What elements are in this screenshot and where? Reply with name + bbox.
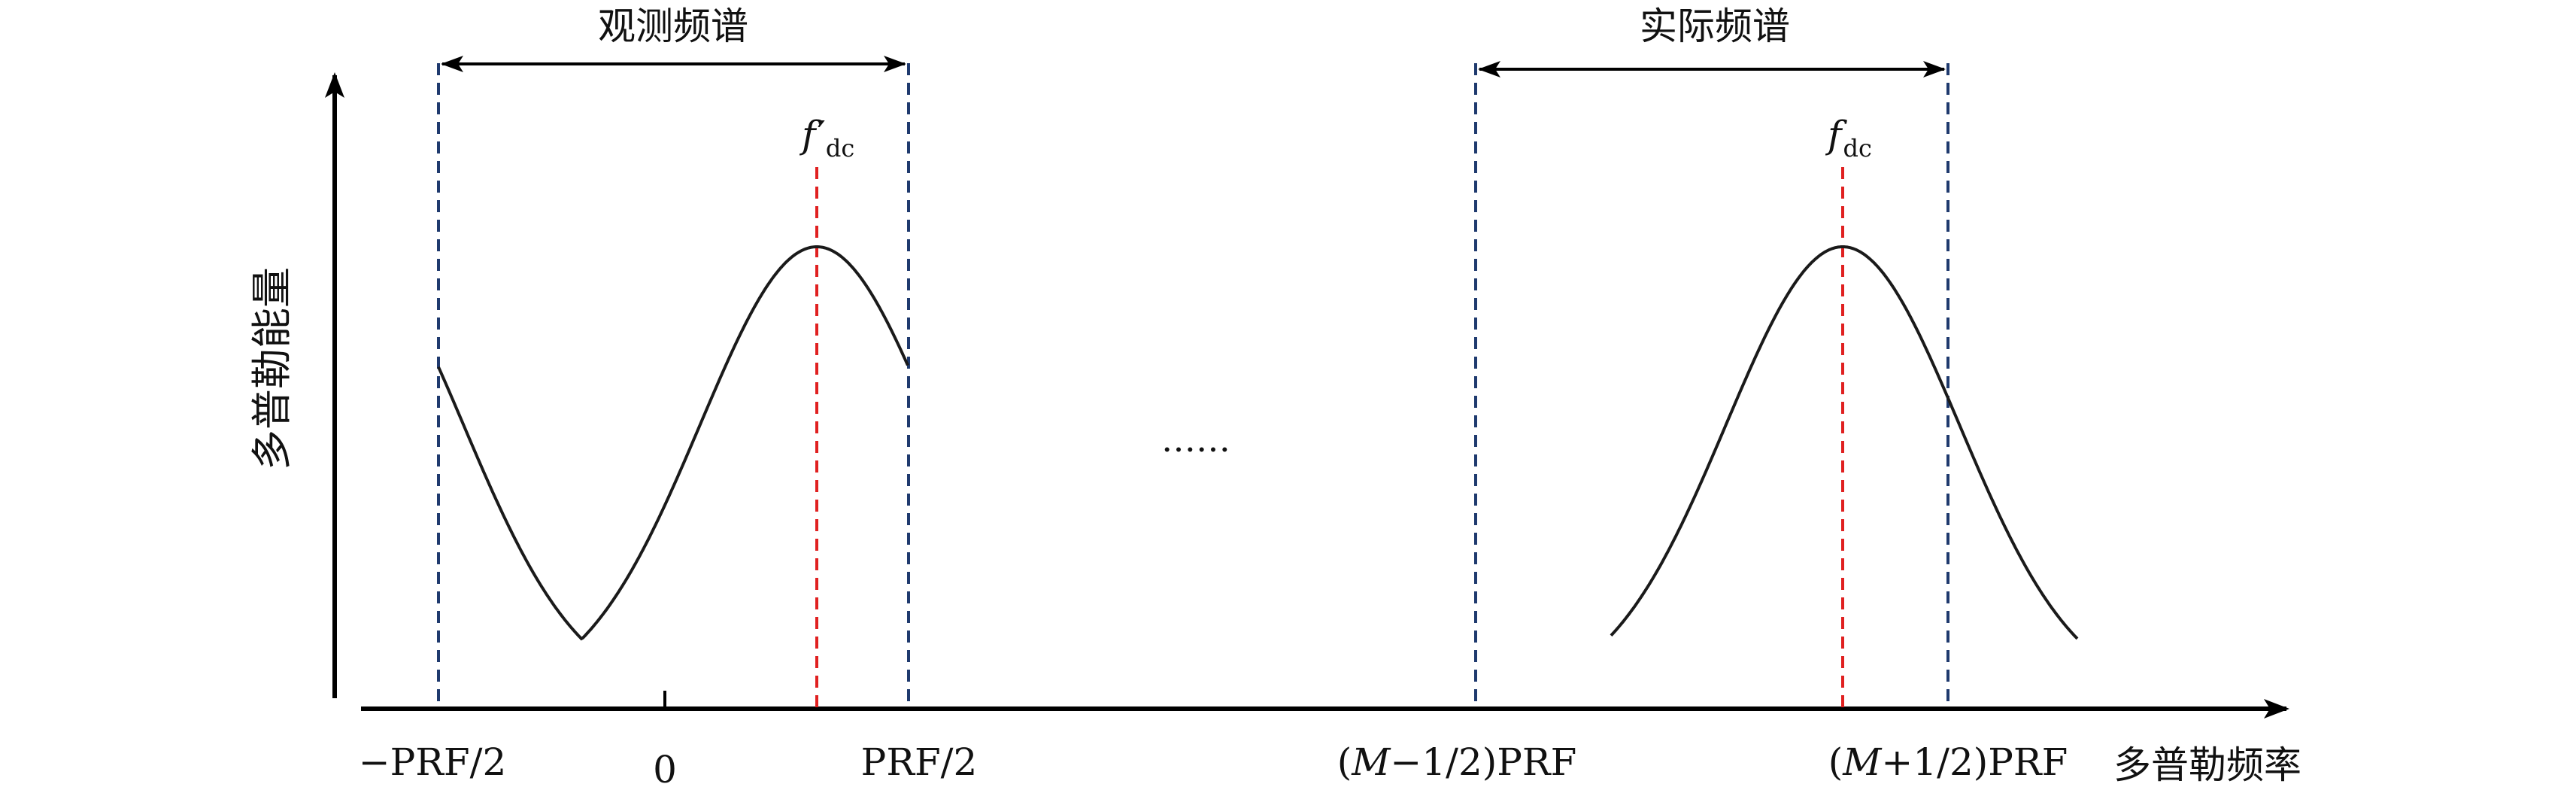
x-axis-label: 多普勒频率 — [2113, 743, 2301, 787]
tick-m-minus-half-prf: (M−1/2)PRF — [1337, 740, 1577, 784]
ellipsis: …… — [1161, 419, 1230, 460]
tick-zero: 0 — [653, 748, 677, 787]
tick-half-prf: PRF/2 — [861, 740, 978, 784]
actual-peak-label: fdc — [1825, 113, 1872, 163]
tick-neg-half-prf: −PRF/2 — [359, 740, 507, 784]
actual-band-label: 实际频谱 — [1640, 5, 1790, 48]
observed-peak-label: f′dc — [799, 113, 854, 163]
y-axis-label: 多普勒能量 — [248, 267, 296, 470]
tick-m-plus-half-prf: (M+1/2)PRF — [1828, 740, 2068, 784]
observed-spectrum-curve — [437, 245, 909, 641]
actual-spectrum-curve — [1610, 245, 2079, 640]
observed-band-label: 观测频谱 — [598, 5, 748, 48]
